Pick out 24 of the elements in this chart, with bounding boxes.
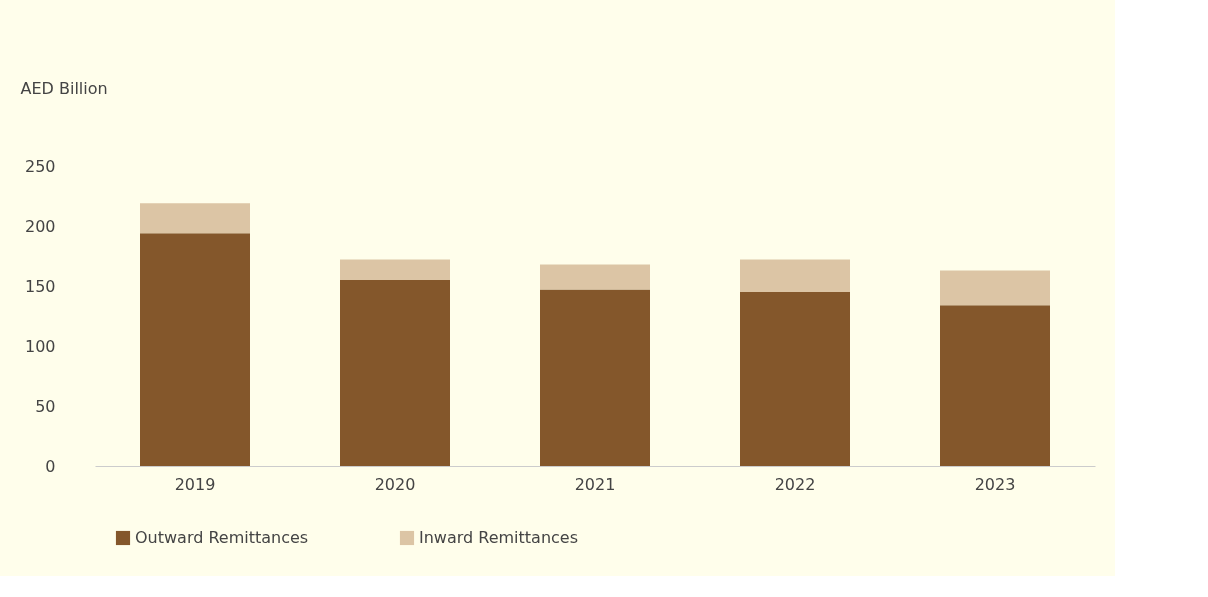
x-tick-label: 2020 (374, 474, 416, 494)
bar (940, 305, 1050, 466)
x-tick-label: 2023 (974, 474, 1016, 494)
bar (340, 259, 450, 280)
y-axis-title: AED Billion (20, 78, 108, 98)
y-tick-label: 200 (24, 216, 56, 236)
legend-label: Outward Remittances (135, 528, 309, 547)
bar (940, 270, 1050, 306)
bar (740, 292, 850, 466)
x-tick-label: 2021 (574, 474, 616, 494)
bar (740, 259, 850, 292)
bar (140, 203, 250, 234)
y-tick-label: 150 (24, 276, 56, 296)
bar (540, 264, 650, 290)
bar (540, 289, 650, 466)
bar (340, 280, 450, 466)
bar (140, 233, 250, 466)
y-tick-label: 0 (45, 456, 56, 476)
y-tick-label: 100 (24, 336, 56, 356)
y-tick-label: 50 (35, 396, 56, 416)
legend-label: Inward Remittances (419, 528, 579, 547)
x-tick-label: 2022 (774, 474, 816, 494)
x-tick-label: 2019 (174, 474, 216, 494)
y-tick-label: 250 (24, 156, 56, 176)
